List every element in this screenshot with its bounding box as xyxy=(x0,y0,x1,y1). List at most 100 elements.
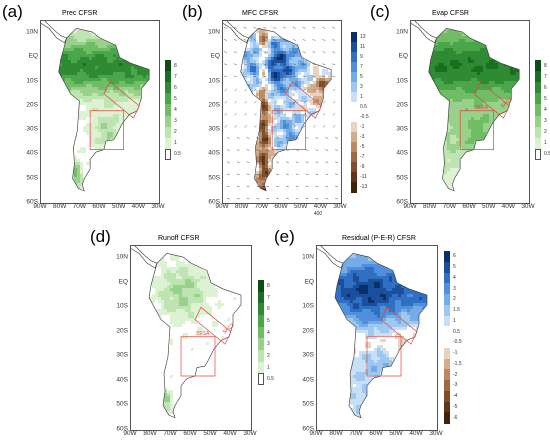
field-cell xyxy=(241,87,245,91)
field-cell xyxy=(107,48,111,52)
field-cell xyxy=(149,111,150,115)
field-cell xyxy=(310,135,314,139)
field-cell xyxy=(58,60,60,64)
field-cell xyxy=(274,183,278,187)
flux-vector xyxy=(246,161,250,163)
field-cell xyxy=(146,189,150,191)
field-cell xyxy=(104,108,108,112)
field-cell xyxy=(334,39,338,43)
field-cell xyxy=(134,105,138,109)
flux-vector xyxy=(236,161,240,163)
field-cell xyxy=(95,105,99,109)
field-cell xyxy=(268,69,272,73)
field-cell xyxy=(107,180,111,184)
field-cell xyxy=(92,90,96,94)
field-cell xyxy=(50,69,54,73)
field-cell xyxy=(104,189,108,191)
field-cell xyxy=(152,162,156,166)
field-cell xyxy=(301,48,305,52)
field-cell xyxy=(77,132,81,136)
field-cell xyxy=(240,63,242,67)
field-cell xyxy=(325,132,329,136)
field-cell xyxy=(41,141,45,145)
field-cell xyxy=(59,165,63,169)
field-cell xyxy=(59,84,63,88)
field-cell xyxy=(334,63,338,67)
field-cell xyxy=(337,69,341,73)
field-cell xyxy=(253,90,257,94)
field-cell xyxy=(331,174,332,178)
field-cell xyxy=(253,51,257,55)
field-cell xyxy=(256,66,260,70)
field-cell xyxy=(50,63,54,67)
field-cell xyxy=(92,105,96,109)
field-cell xyxy=(250,45,254,49)
field-cell xyxy=(74,114,78,118)
field-cell xyxy=(155,87,159,91)
field-cell xyxy=(250,135,254,139)
field-cell xyxy=(250,156,254,160)
field-cell xyxy=(334,87,338,91)
field-cell xyxy=(158,192,159,196)
field-cell xyxy=(152,105,156,109)
field-cell xyxy=(280,180,284,184)
field-cell xyxy=(337,54,341,58)
field-cell xyxy=(89,21,93,25)
field-cell xyxy=(146,78,150,82)
field-cell xyxy=(74,120,78,124)
field-cell xyxy=(268,90,272,94)
field-cell xyxy=(140,132,144,136)
field-cell xyxy=(256,114,260,118)
field-cell xyxy=(77,174,81,178)
field-cell xyxy=(307,108,311,112)
field-cell xyxy=(77,57,81,61)
field-cell xyxy=(122,69,126,73)
field-cell xyxy=(128,54,132,58)
field-cell xyxy=(241,102,245,106)
field-cell xyxy=(340,162,341,166)
field-cell xyxy=(95,168,99,172)
field-cell xyxy=(241,114,245,118)
field-cell xyxy=(295,93,299,97)
field-cell xyxy=(289,156,293,160)
field-cell xyxy=(250,168,254,172)
flux-vector xyxy=(256,137,260,139)
field-cell xyxy=(116,150,120,154)
field-cell xyxy=(104,63,108,67)
field-cell xyxy=(316,117,320,121)
field-cell xyxy=(68,198,72,202)
field-cell xyxy=(274,138,278,142)
field-cell xyxy=(232,192,236,196)
field-cell xyxy=(101,90,105,94)
field-cell xyxy=(241,162,245,166)
field-cell xyxy=(65,168,69,172)
field-cell xyxy=(292,153,296,157)
field-cell xyxy=(86,45,90,49)
field-cell xyxy=(295,33,299,37)
field-cell xyxy=(107,174,111,178)
field-cell xyxy=(44,153,48,157)
field-cell xyxy=(53,99,57,103)
field-cell xyxy=(44,42,48,46)
field-cell xyxy=(241,183,245,187)
field-cell xyxy=(53,81,57,85)
field-cell xyxy=(286,165,290,169)
field-cell xyxy=(146,24,150,28)
field-cell xyxy=(68,159,72,163)
field-cell xyxy=(92,168,96,172)
field-cell xyxy=(134,24,138,28)
field-cell xyxy=(143,57,147,61)
field-cell xyxy=(229,105,233,109)
field-cell xyxy=(274,108,278,112)
field-cell xyxy=(259,87,263,91)
field-cell xyxy=(340,153,341,157)
field-cell xyxy=(143,42,147,46)
field-cell xyxy=(107,201,111,203)
field-cell xyxy=(128,192,132,196)
field-cell xyxy=(62,75,66,79)
field-cell xyxy=(256,48,260,52)
field-cell xyxy=(328,153,332,157)
field-cell xyxy=(89,45,93,49)
field-cell xyxy=(262,195,266,199)
field-cell xyxy=(313,150,317,154)
